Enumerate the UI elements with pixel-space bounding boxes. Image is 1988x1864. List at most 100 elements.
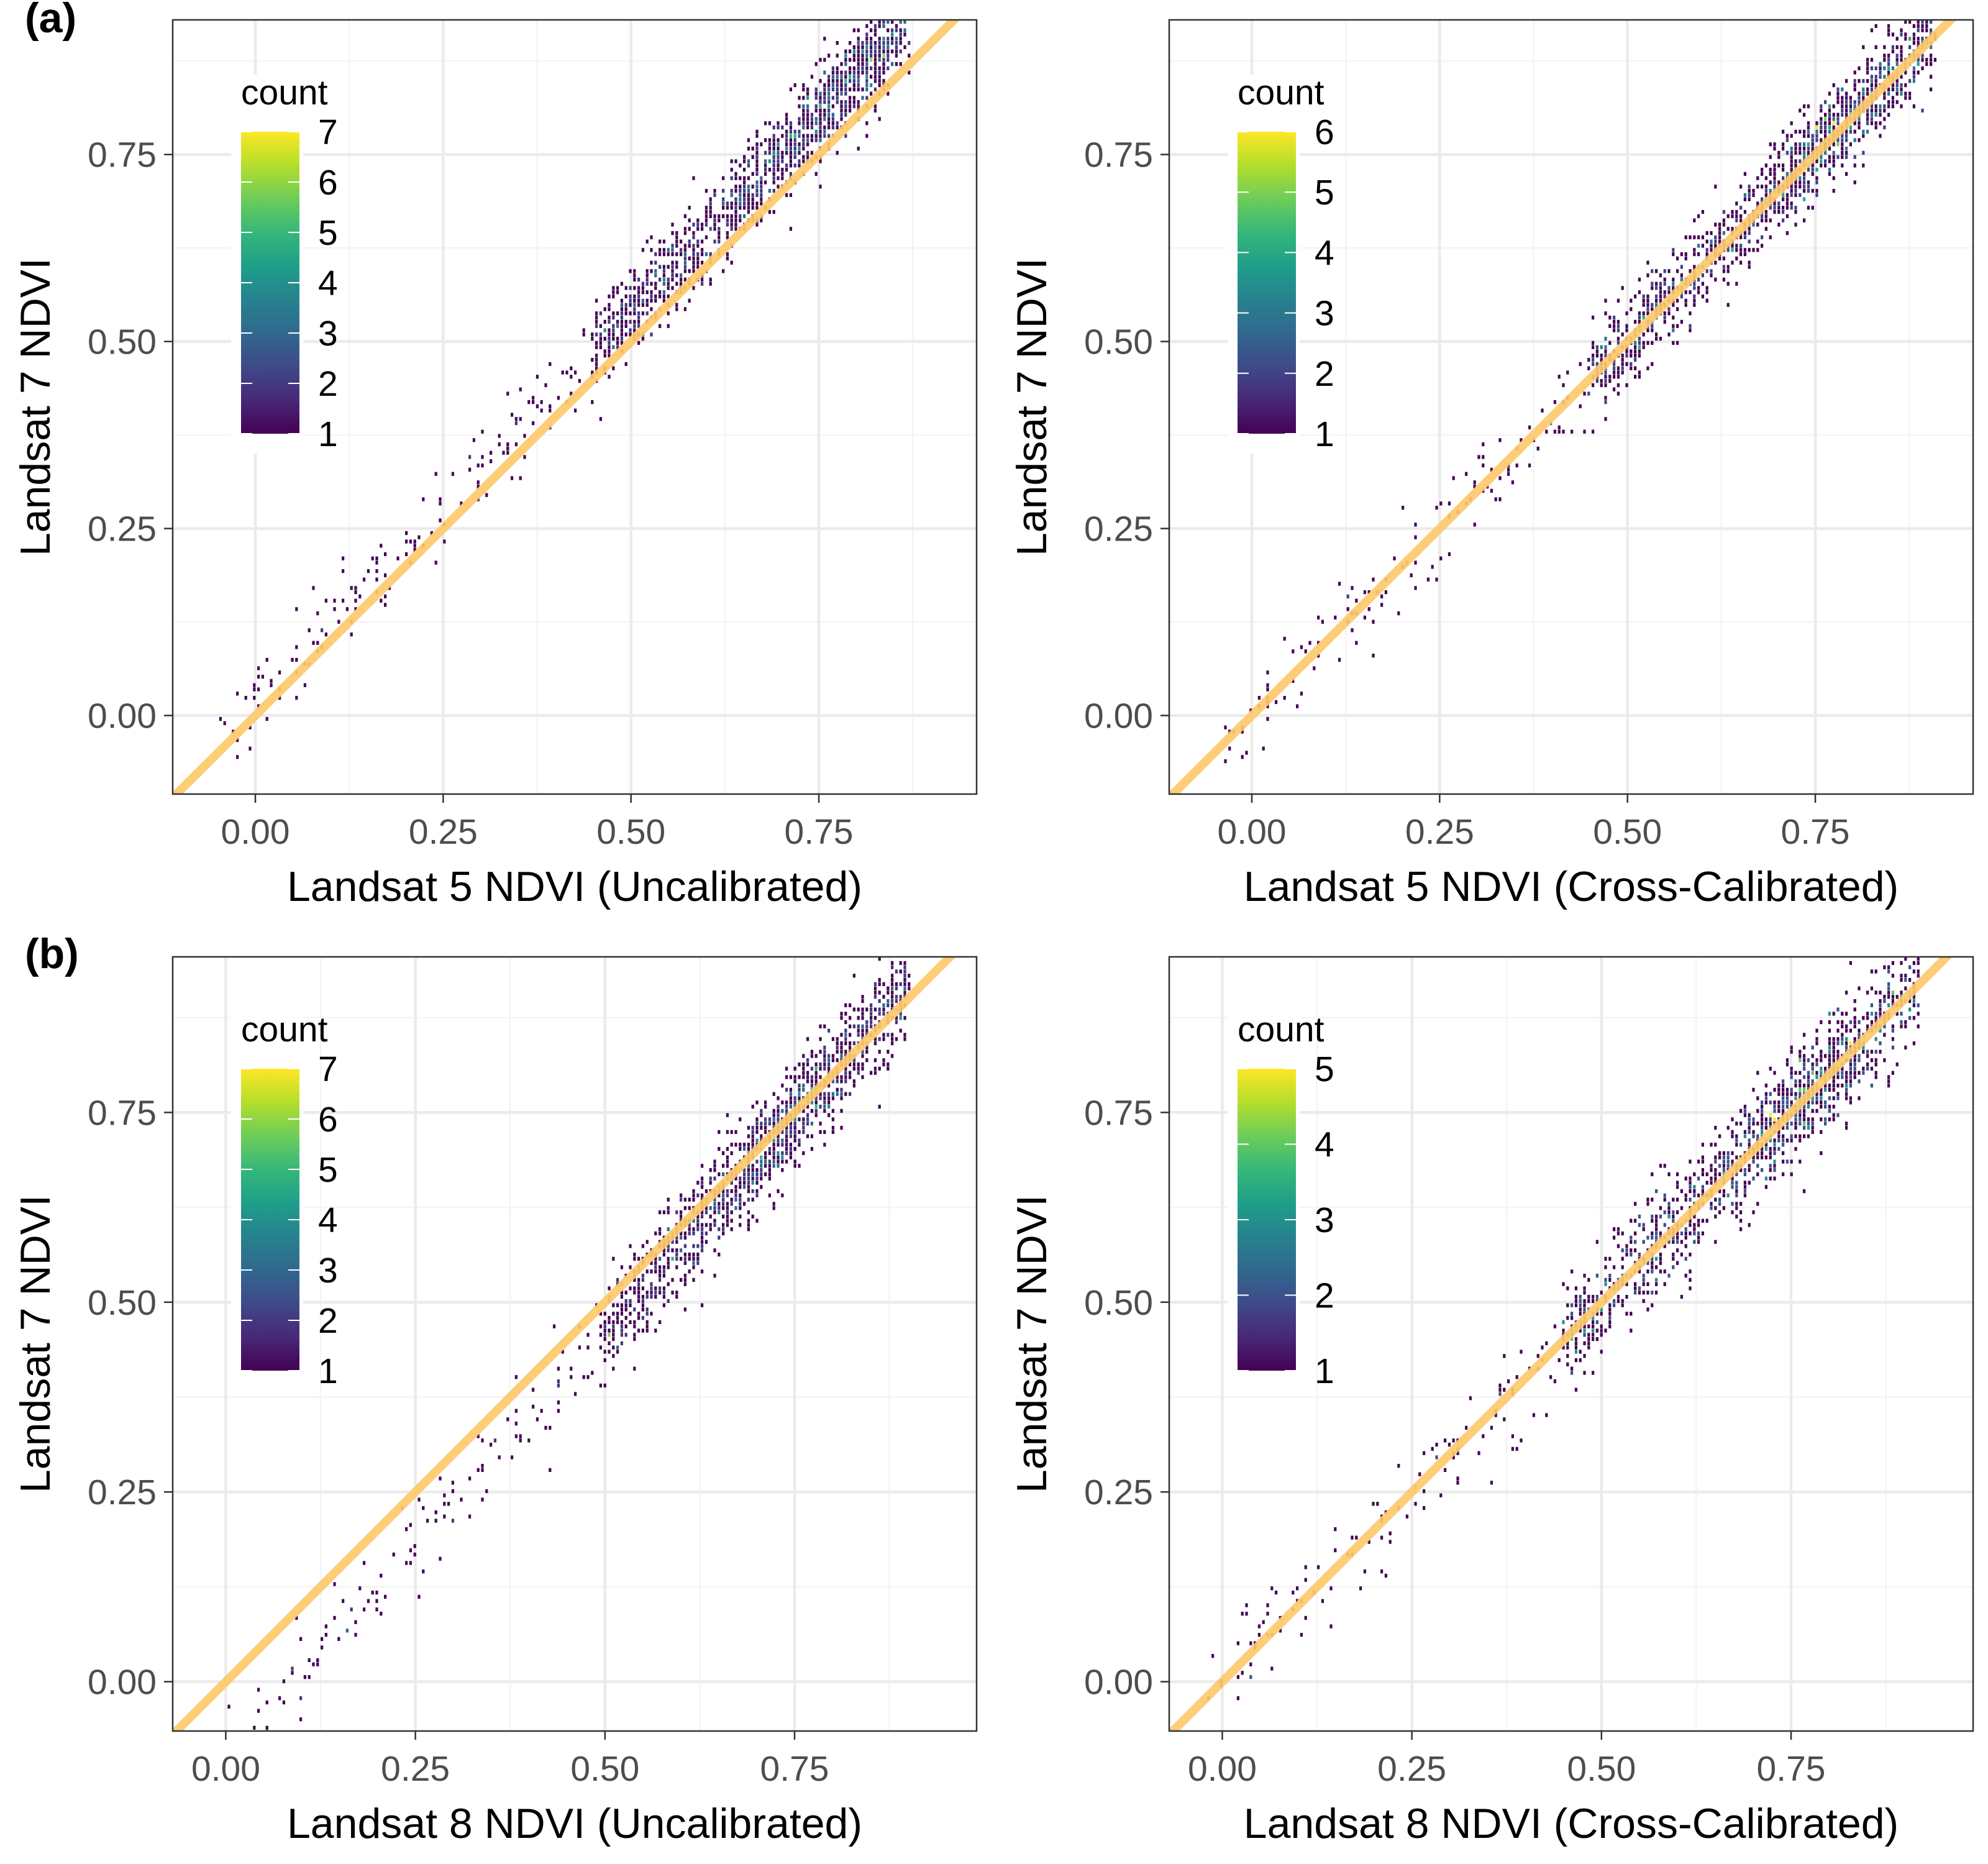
bin-cell xyxy=(1714,244,1717,248)
bin-cell xyxy=(1866,87,1869,92)
bin-cell xyxy=(375,556,378,560)
bin-cell xyxy=(1363,590,1367,595)
bin-cell xyxy=(612,328,615,332)
bin-cell xyxy=(764,1164,767,1168)
bin-cell xyxy=(692,1261,695,1265)
bin-cell xyxy=(1803,155,1806,159)
bin-cell xyxy=(751,201,754,206)
bin-cell xyxy=(1794,1134,1797,1138)
bin-cell xyxy=(844,75,847,79)
bin-cell xyxy=(1710,273,1713,278)
bin-cell xyxy=(1820,1049,1823,1054)
bin-cell xyxy=(1592,1316,1595,1320)
bin-cell xyxy=(637,1291,641,1295)
bin-cell xyxy=(802,96,805,100)
bin-cell xyxy=(434,1519,437,1523)
bin-cell xyxy=(777,1108,780,1113)
bin-cell xyxy=(1912,1041,1916,1046)
bin-cell xyxy=(734,1185,737,1189)
bin-cell xyxy=(1684,1256,1687,1261)
bin-cell xyxy=(1583,1324,1586,1328)
bin-cell xyxy=(1879,1012,1882,1016)
bin-cell xyxy=(823,1092,826,1096)
bin-cell xyxy=(696,1193,700,1198)
bin-cell xyxy=(1858,96,1861,100)
bin-cell xyxy=(764,1130,767,1135)
bin-cell xyxy=(836,79,839,83)
bin-cell xyxy=(1663,277,1666,282)
bin-cell xyxy=(1634,1286,1637,1291)
bin-cell xyxy=(1257,1624,1261,1629)
bin-cell xyxy=(1592,358,1595,362)
legend-label: 2 xyxy=(318,1301,338,1341)
bin-cell xyxy=(1900,961,1903,966)
bin-cell xyxy=(734,227,737,231)
bin-cell xyxy=(549,404,552,409)
bin-cell xyxy=(641,290,645,295)
bin-cell xyxy=(1701,1172,1705,1177)
bin-cell xyxy=(793,1159,796,1164)
bin-cell xyxy=(873,62,877,66)
bin-cell xyxy=(324,633,328,637)
bin-cell xyxy=(659,1286,662,1291)
bin-cell xyxy=(870,1024,873,1029)
bin-cell xyxy=(1845,990,1848,995)
bin-cell xyxy=(1608,1316,1612,1320)
bin-cell xyxy=(908,53,911,58)
bin-cell xyxy=(1883,66,1886,71)
bin-cell xyxy=(1853,129,1856,134)
x-tick-label: 0.75 xyxy=(1781,812,1850,852)
bin-cell xyxy=(852,1024,856,1029)
bin-cell xyxy=(806,96,809,100)
bin-cell xyxy=(891,974,894,978)
bin-cell xyxy=(806,1058,809,1062)
bin-cell xyxy=(1912,70,1916,75)
panel-border xyxy=(171,19,978,795)
bin-cell xyxy=(1642,1223,1645,1227)
bin-cell xyxy=(608,303,611,307)
bin-cell xyxy=(806,117,809,121)
y-tick-label: 0.00 xyxy=(88,697,157,736)
bin-cell xyxy=(1705,298,1708,303)
bin-cell xyxy=(1790,193,1793,198)
bin-cell xyxy=(772,159,775,163)
bin-cell xyxy=(908,41,911,45)
bin-cell xyxy=(865,1049,869,1054)
bin-cell xyxy=(633,295,636,299)
bin-cell xyxy=(793,1096,796,1100)
bin-cell xyxy=(1773,1100,1776,1105)
bin-cell xyxy=(882,41,885,45)
bin-cell xyxy=(629,298,632,303)
bin-cell xyxy=(849,100,852,104)
bin-cell xyxy=(1634,1248,1637,1253)
bin-cell xyxy=(1740,1210,1743,1215)
bin-cell xyxy=(793,1164,796,1168)
bin-cell xyxy=(1828,1041,1831,1046)
bin-cell xyxy=(624,332,627,337)
bin-cell xyxy=(1828,108,1831,113)
bin-cell xyxy=(1824,150,1827,155)
bin-cell xyxy=(1815,1096,1818,1100)
bin-cell xyxy=(645,239,649,244)
bin-cell xyxy=(1651,281,1654,286)
bin-cell xyxy=(624,307,627,311)
bin-cell xyxy=(291,1666,294,1671)
bin-cell xyxy=(1211,1654,1215,1658)
bin-cell xyxy=(840,75,843,79)
bin-cell xyxy=(570,391,573,396)
bin-cell xyxy=(873,1066,877,1071)
bin-cell xyxy=(1887,24,1890,29)
bin-cell xyxy=(1241,1671,1244,1675)
bin-cell xyxy=(1841,138,1844,142)
bin-cell xyxy=(1874,990,1877,995)
bin-cell xyxy=(680,239,683,244)
bin-cell xyxy=(1726,269,1730,273)
bin-cell xyxy=(1638,349,1641,354)
bin-cell xyxy=(1625,328,1628,332)
bin-cell xyxy=(620,1307,624,1312)
bin-cell xyxy=(1346,607,1349,611)
bin-cell xyxy=(1520,1350,1523,1354)
bin-cell xyxy=(1600,1328,1603,1333)
bin-cell xyxy=(887,49,890,53)
bin-cell xyxy=(612,1366,615,1371)
